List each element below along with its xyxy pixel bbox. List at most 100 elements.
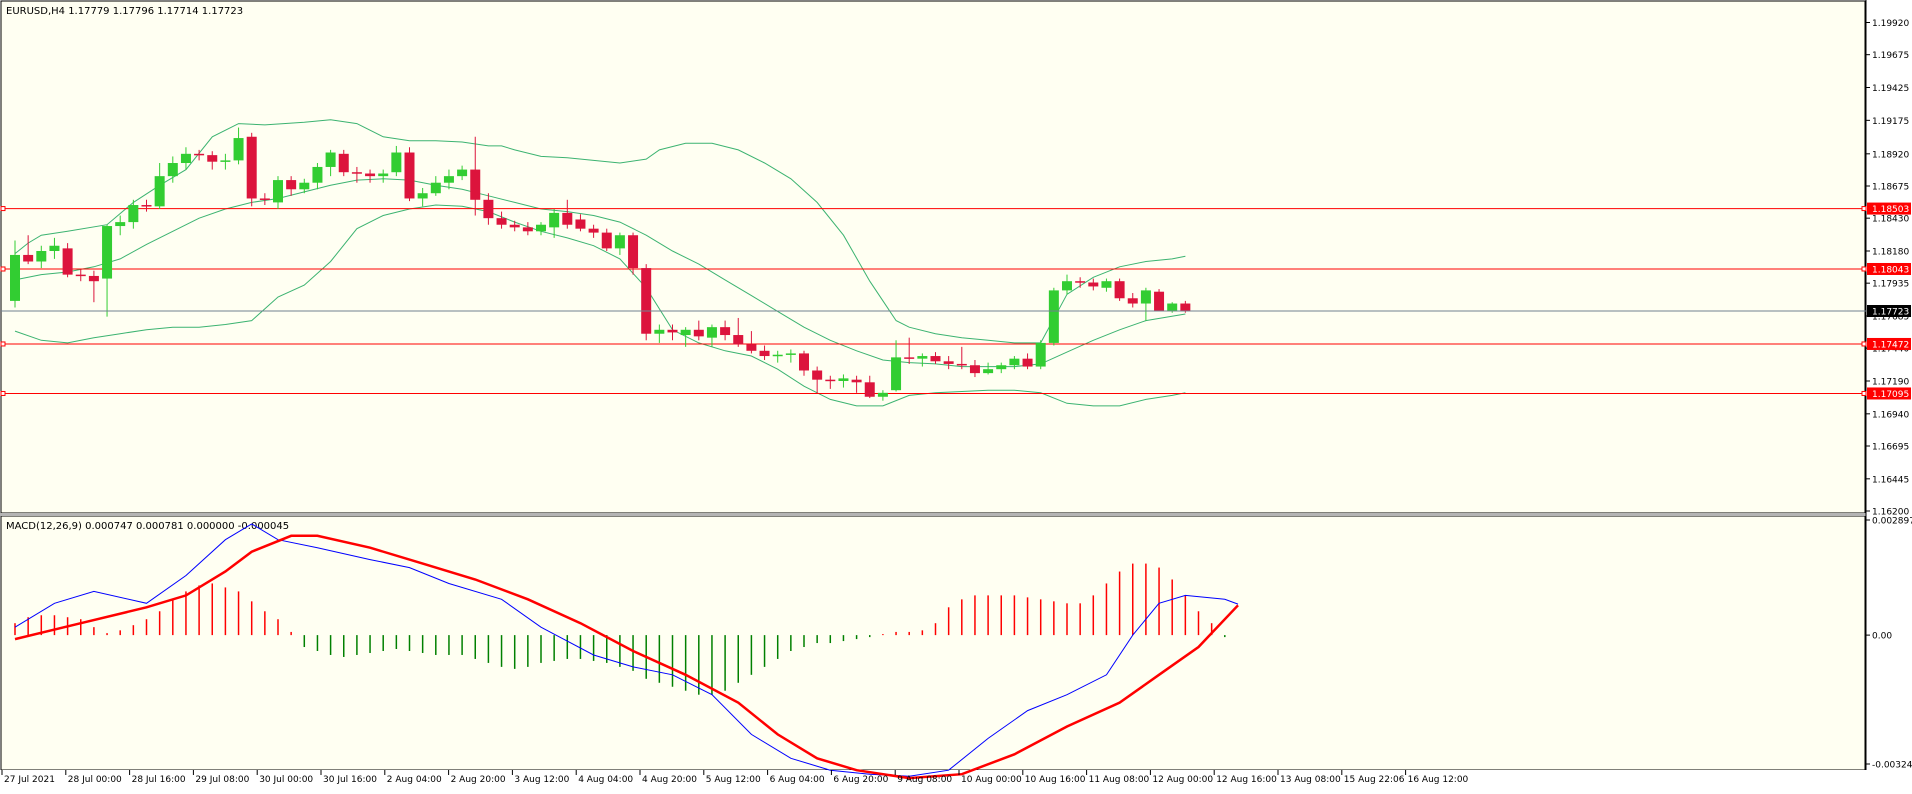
bear-candle: [864, 382, 875, 397]
level-price-tag: [1867, 337, 1911, 350]
time-tick-label: 10 Aug 00:00: [961, 775, 1022, 785]
time-tick-label: 30 Jul 00:00: [259, 775, 313, 785]
bull-candle: [983, 369, 994, 374]
bear-candle: [904, 357, 915, 359]
price-tick-label: 1.18180: [1872, 247, 1909, 257]
time-tick-label: 29 Jul 08:00: [195, 775, 249, 785]
price-tick-label: 1.19675: [1872, 51, 1909, 61]
price-tick-label: 1.19920: [1872, 19, 1909, 29]
level-price-label: 1.18503: [1872, 205, 1909, 215]
level-price-label: 1.17472: [1872, 340, 1909, 350]
bull-candle: [1101, 281, 1112, 288]
bull-candle: [838, 378, 849, 381]
bear-candle: [720, 327, 731, 336]
bear-candle: [1127, 298, 1138, 304]
bear-candle: [1154, 291, 1165, 312]
bull-candle: [102, 226, 113, 279]
bear-candle: [1075, 281, 1086, 283]
level-handle-right[interactable]: [1861, 206, 1867, 212]
bull-candle: [1140, 290, 1151, 304]
level-price-tag: [1867, 387, 1911, 400]
bear-candle: [641, 268, 652, 334]
time-tick-label: 28 Jul 16:00: [132, 775, 186, 785]
macd-tick-label: 0.00: [1872, 632, 1892, 642]
bull-candle: [536, 224, 546, 232]
time-tick-label: 28 Jul 00:00: [68, 775, 122, 785]
price-tick-label: 1.16445: [1872, 475, 1909, 485]
bull-candle: [10, 254, 20, 301]
current-price-tag: [1867, 305, 1911, 318]
bear-candle: [759, 350, 770, 357]
level-handle-left[interactable]: [0, 206, 6, 212]
price-title: EURUSD,H4 1.17779 1.17796 1.17714 1.1772…: [6, 6, 243, 17]
bear-candle: [969, 365, 980, 374]
price-tick-label: 1.16940: [1872, 410, 1909, 420]
bear-candle: [825, 379, 836, 382]
time-tick-label: 27 Jul 2021: [4, 775, 55, 785]
bear-candle: [601, 232, 612, 249]
bull-candle: [417, 193, 428, 199]
bull-candle: [233, 138, 244, 161]
price-pane[interactable]: [0, 0, 1866, 514]
bear-candle: [746, 344, 757, 351]
bull-candle: [1062, 281, 1072, 291]
macd-tick-label: -0.003244: [1872, 761, 1912, 771]
bull-candle: [1048, 290, 1059, 343]
time-tick-label: 13 Aug 08:00: [1280, 775, 1341, 785]
level-price-label: 1.18043: [1872, 265, 1909, 275]
bull-candle: [443, 176, 454, 183]
level-handle-right[interactable]: [1861, 341, 1867, 347]
bear-candle: [23, 254, 34, 262]
price-tick-label: 1.18430: [1872, 215, 1909, 225]
bear-candle: [733, 335, 744, 345]
macd-tick-label: 0.002897: [1872, 517, 1912, 527]
bear-candle: [483, 199, 494, 219]
bull-candle: [917, 356, 928, 359]
time-tick-label: 16 Aug 12:00: [1408, 775, 1469, 785]
bull-candle: [220, 160, 231, 162]
bear-candle: [1114, 281, 1125, 299]
bear-candle: [246, 136, 257, 199]
price-tick-label: 1.18675: [1872, 182, 1909, 192]
bull-candle: [36, 250, 47, 262]
bear-candle: [522, 227, 533, 232]
price-tick-label: 1.18920: [1872, 150, 1909, 160]
bull-candle: [654, 329, 665, 334]
macd-title: MACD(12,26,9) 0.000747 0.000781 0.000000…: [6, 521, 289, 532]
bull-candle: [996, 365, 1007, 370]
bull-candle: [115, 222, 126, 227]
level-price-tag: [1867, 202, 1911, 215]
bull-candle: [457, 169, 468, 177]
price-axis[interactable]: [1866, 0, 1912, 770]
bull-candle: [1167, 303, 1178, 312]
price-tick-label: 1.16200: [1872, 508, 1909, 518]
bear-candle: [141, 205, 152, 207]
bull-candle: [325, 152, 336, 167]
level-handle-left[interactable]: [0, 266, 6, 272]
level-handle-right[interactable]: [1861, 390, 1867, 396]
time-tick-label: 5 Aug 12:00: [706, 775, 761, 785]
level-handle-left[interactable]: [0, 341, 6, 347]
bollinger-upper-line: [14, 119, 1186, 344]
bear-candle: [1088, 282, 1099, 287]
bear-candle: [1180, 303, 1191, 312]
macd-pane[interactable]: [0, 515, 1866, 771]
bear-candle: [799, 353, 809, 371]
bull-candle: [549, 212, 560, 228]
bull-candle: [299, 182, 310, 190]
level-handle-left[interactable]: [0, 390, 6, 396]
bear-candle: [956, 363, 967, 366]
time-axis[interactable]: [0, 770, 1866, 790]
bear-candle: [75, 274, 86, 277]
bear-candle: [930, 356, 941, 362]
bear-candle: [470, 169, 481, 200]
pane-separator[interactable]: [0, 513, 1866, 516]
signal-line: [14, 534, 1239, 780]
price-tick-label: 1.19425: [1872, 84, 1909, 94]
bear-candle: [575, 219, 586, 229]
level-handle-right[interactable]: [1861, 266, 1867, 272]
time-tick-label: 4 Aug 20:00: [642, 775, 697, 785]
bull-candle: [154, 176, 165, 207]
level-price-tag: [1867, 262, 1911, 275]
bull-candle: [680, 329, 691, 336]
